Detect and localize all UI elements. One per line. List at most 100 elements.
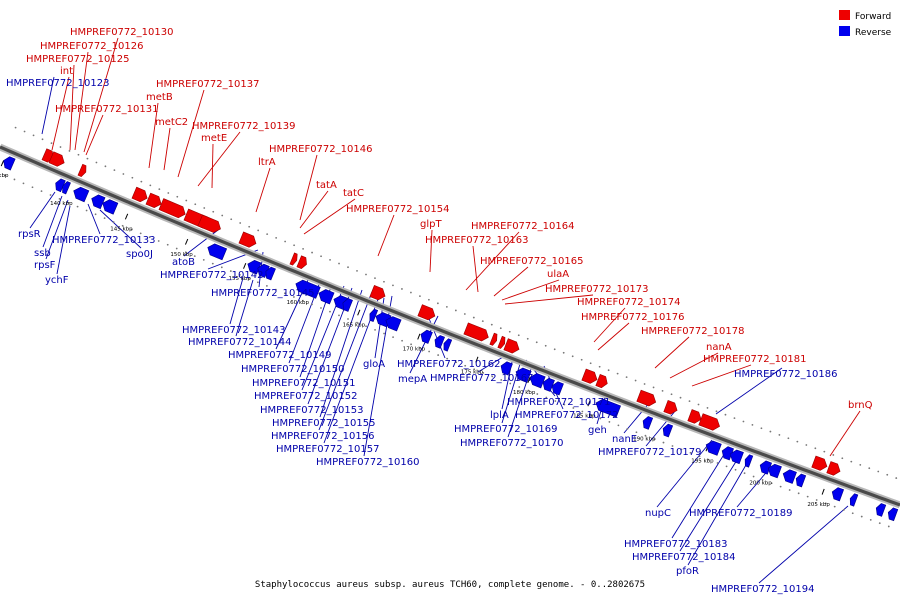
reverse-track-dot: [815, 499, 818, 501]
label-leader: [656, 439, 713, 508]
forward-gene-arrow: [687, 409, 702, 424]
reverse-track-dot: [707, 458, 710, 461]
label-leader: [87, 203, 101, 235]
reverse-track-dot: [347, 318, 349, 320]
reverse-track-dot: [761, 479, 764, 481]
forward-gene-label: HMPREF0772_10176: [581, 312, 684, 323]
forward-track-dot: [571, 355, 574, 358]
label-leader: [687, 457, 751, 566]
kbp-label: 170 kbp: [403, 347, 426, 353]
reverse-track-dot: [49, 194, 52, 196]
reverse-track-dot: [410, 343, 413, 346]
forward-track-dot: [275, 236, 278, 239]
forward-gene-label: HMPREF0772_10154: [346, 204, 449, 215]
label-leader: [197, 131, 241, 187]
forward-gene-label: HMPREF0772_10146: [269, 144, 372, 155]
reverse-track-dot: [40, 190, 43, 193]
reverse-gene-arrow: [369, 308, 379, 322]
forward-gene-arrow: [463, 322, 489, 342]
forward-track-dot: [32, 134, 35, 137]
reverse-track-dot: [130, 228, 133, 231]
label-leader: [679, 451, 743, 552]
forward-gene-arrow: [131, 186, 148, 203]
reverse-track-dot: [274, 288, 277, 291]
forward-gene-arrow: [158, 198, 186, 219]
forward-gene-label: HMPREF0772_10130: [70, 27, 173, 38]
label-leader: [654, 336, 690, 369]
reverse-gene-arrow: [831, 487, 845, 502]
reverse-gene-arrow: [887, 507, 899, 522]
reverse-gene-label: HMPREF0772_10133: [52, 235, 155, 246]
forward-track-dot: [769, 430, 772, 433]
reverse-gene-label: ychF: [45, 275, 69, 286]
forward-track-dot: [131, 176, 134, 179]
reverse-track-dot: [31, 186, 34, 189]
reverse-track-dot: [58, 197, 61, 200]
reverse-track-dot: [581, 410, 584, 413]
reverse-gene-label: HMPREF0772_10144: [188, 337, 291, 348]
forward-track-dot: [859, 463, 862, 466]
reverse-gene-arrow: [443, 338, 453, 352]
reverse-gene-arrow: [595, 398, 621, 418]
kbp-label: 200 kbp: [749, 480, 772, 486]
reverse-gene-arrow: [759, 460, 773, 475]
reverse-gene-label: mepA: [398, 374, 427, 385]
reverse-track-dot: [175, 247, 178, 250]
reverse-track-dot: [464, 364, 467, 367]
label-leader: [177, 89, 205, 178]
reverse-track-dot: [76, 205, 79, 208]
reverse-track-dot: [518, 386, 521, 388]
kbp-label: 195 kbp: [691, 459, 714, 465]
reverse-gene-label: nupC: [645, 508, 671, 519]
label-leader: [501, 279, 560, 301]
kbp-label: 135 kbp: [0, 173, 9, 179]
reverse-gene-arrow: [434, 335, 445, 349]
forward-track-dot: [742, 420, 745, 423]
forward-gene-label: HMPREF0772_10131: [55, 104, 158, 115]
forward-track-dot: [338, 262, 340, 265]
kbp-tick: [357, 309, 361, 316]
kbp-tick: [587, 400, 591, 407]
kbp-label: 150 kbp: [170, 252, 193, 258]
reverse-track-dot: [563, 403, 566, 406]
forward-track-dot: [176, 195, 179, 198]
reverse-track-dot: [85, 209, 88, 212]
reverse-gene-label: HMPREF0772_10152: [254, 391, 357, 402]
forward-track-dot: [149, 184, 152, 187]
reverse-track-dot: [671, 445, 674, 447]
forward-track-dot: [311, 251, 313, 254]
reverse-gene-arrow: [257, 263, 270, 278]
reverse-gene-label: HMPREF0772_10156: [271, 431, 374, 442]
label-leader: [299, 154, 318, 221]
forward-track-dot: [329, 259, 331, 261]
reverse-track-dot: [247, 277, 250, 280]
forward-track-dot: [796, 440, 799, 443]
reverse-track-dot: [500, 379, 503, 381]
reverse-gene-arrow: [782, 469, 797, 484]
reverse-gene-arrow: [342, 298, 353, 312]
forward-gene-arrow: [197, 214, 221, 233]
forward-track-dot: [59, 146, 62, 148]
reverse-gene-arrow: [875, 503, 887, 517]
kbp-tick: [475, 356, 479, 363]
reverse-track-dot: [265, 285, 268, 287]
kbp-label: 140 kbp: [50, 201, 73, 207]
forward-track-dot: [616, 372, 619, 375]
reverse-track-dot: [752, 475, 755, 478]
label-leader: [465, 231, 520, 291]
reverse-gene-label: HMPREF0772_10143: [182, 325, 285, 336]
forward-gene-arrow: [811, 455, 828, 471]
reverse-track-dot: [626, 427, 629, 430]
label-leader: [472, 245, 479, 293]
forward-gene-label: HMPREF0772_10178: [641, 326, 744, 337]
reverse-gene-arrow: [102, 199, 119, 215]
kbp-label: 165 kbp: [343, 323, 366, 329]
forward-track-dot: [499, 327, 502, 330]
reverse-track-dot: [869, 518, 872, 521]
label-leader: [255, 167, 271, 213]
reverse-track-dot: [887, 525, 890, 528]
reverse-track-dot: [428, 350, 431, 353]
forward-gene-arrow: [698, 413, 720, 431]
forward-track-dot: [661, 389, 664, 392]
